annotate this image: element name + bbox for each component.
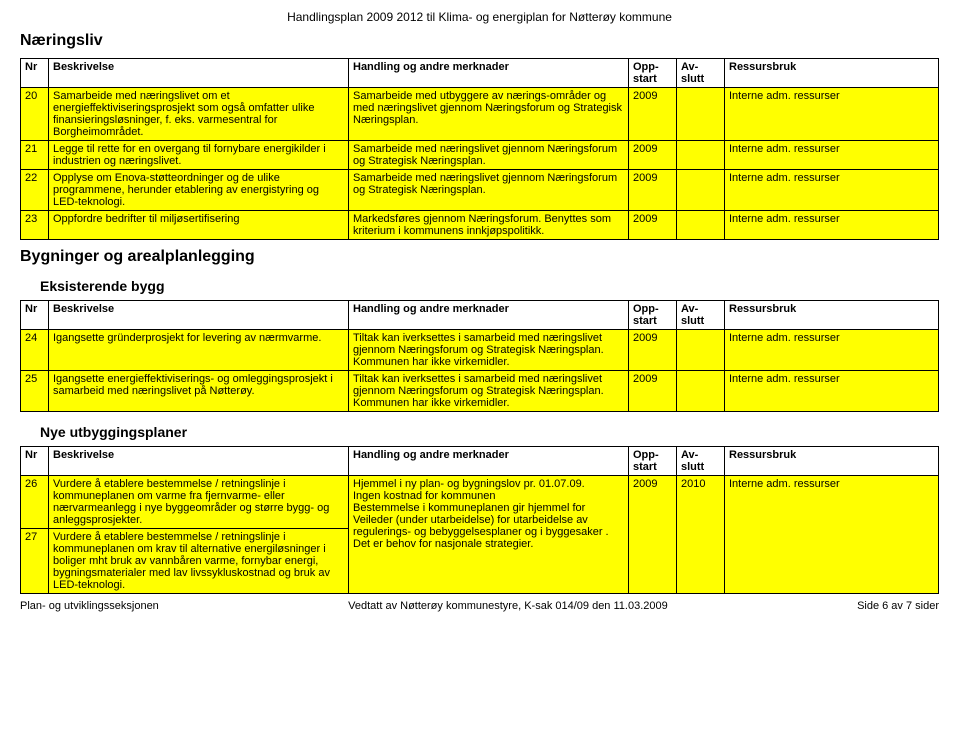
col-ressurs: Ressursbruk bbox=[725, 59, 939, 88]
table-cell: 2009 bbox=[629, 476, 677, 594]
table-cell: Interne adm. ressurser bbox=[725, 141, 939, 170]
table-naeringsliv: Nr Beskrivelse Handling og andre merknad… bbox=[20, 58, 939, 240]
table-cell: Samarbeide med næringslivet om et energi… bbox=[49, 88, 349, 141]
col-nr: Nr bbox=[21, 447, 49, 476]
table-cell: Vurdere å etablere bestemmelse / retning… bbox=[49, 476, 349, 529]
table-cell bbox=[677, 88, 725, 141]
table-eksisterende: Nr Beskrivelse Handling og andre merknad… bbox=[20, 300, 939, 412]
table-row: 23Oppfordre bedrifter til miljøsertifise… bbox=[21, 211, 939, 240]
table-cell: 20 bbox=[21, 88, 49, 141]
table-cell: 2009 bbox=[629, 371, 677, 412]
footer-center: Vedtatt av Nøtterøy kommunestyre, K-sak … bbox=[348, 600, 668, 612]
table-header-row: Nr Beskrivelse Handling og andre merknad… bbox=[21, 59, 939, 88]
col-besk: Beskrivelse bbox=[49, 301, 349, 330]
col-hand: Handling og andre merknader bbox=[349, 301, 629, 330]
table-cell: 2009 bbox=[629, 88, 677, 141]
table-cell: Interne adm. ressurser bbox=[725, 330, 939, 371]
table-cell bbox=[677, 141, 725, 170]
table-cell bbox=[677, 330, 725, 371]
table-cell: Interne adm. ressurser bbox=[725, 476, 939, 594]
table-nye: Nr Beskrivelse Handling og andre merknad… bbox=[20, 446, 939, 594]
table-cell: Samarbeide med utbyggere av nærings-områ… bbox=[349, 88, 629, 141]
table-cell: Oppfordre bedrifter til miljøsertifiseri… bbox=[49, 211, 349, 240]
table-cell: 26 bbox=[21, 476, 49, 529]
col-oppstart: Opp-start bbox=[629, 59, 677, 88]
table-cell: Legge til rette for en overgang til forn… bbox=[49, 141, 349, 170]
col-besk: Beskrivelse bbox=[49, 59, 349, 88]
table-cell: Samarbeide med næringslivet gjennom Næri… bbox=[349, 170, 629, 211]
table-cell: 2009 bbox=[629, 330, 677, 371]
col-ressurs: Ressursbruk bbox=[725, 447, 939, 476]
table-cell: Tiltak kan iverksettes i samarbeid med n… bbox=[349, 371, 629, 412]
col-oppstart: Opp-start bbox=[629, 447, 677, 476]
subsection-nye: Nye utbyggingsplaner bbox=[40, 424, 939, 440]
col-hand: Handling og andre merknader bbox=[349, 447, 629, 476]
table-cell: Interne adm. ressurser bbox=[725, 371, 939, 412]
table-cell: Markedsføres gjennom Næringsforum. Benyt… bbox=[349, 211, 629, 240]
table-row: 25Igangsette energieffektiviserings- og … bbox=[21, 371, 939, 412]
table-row: 26Vurdere å etablere bestemmelse / retni… bbox=[21, 476, 939, 529]
table-cell: 22 bbox=[21, 170, 49, 211]
table-cell: Hjemmel i ny plan- og bygningslov pr. 01… bbox=[349, 476, 629, 594]
table-cell: 21 bbox=[21, 141, 49, 170]
col-avslutt: Av-slutt bbox=[677, 59, 725, 88]
col-hand: Handling og andre merknader bbox=[349, 59, 629, 88]
table-cell: Interne adm. ressurser bbox=[725, 88, 939, 141]
table-cell: 2009 bbox=[629, 170, 677, 211]
subsection-eksisterende: Eksisterende bygg bbox=[40, 278, 939, 294]
table-cell bbox=[677, 211, 725, 240]
col-nr: Nr bbox=[21, 301, 49, 330]
col-nr: Nr bbox=[21, 59, 49, 88]
table-cell: Tiltak kan iverksettes i samarbeid med n… bbox=[349, 330, 629, 371]
table-cell: 2009 bbox=[629, 211, 677, 240]
table-cell: 25 bbox=[21, 371, 49, 412]
table-row: 20Samarbeide med næringslivet om et ener… bbox=[21, 88, 939, 141]
section-title-bygninger: Bygninger og arealplanlegging bbox=[20, 248, 939, 266]
col-ressurs: Ressursbruk bbox=[725, 301, 939, 330]
table-cell: Vurdere å etablere bestemmelse / retning… bbox=[49, 529, 349, 594]
table-cell: 23 bbox=[21, 211, 49, 240]
page-header: Handlingsplan 2009 2012 til Klima- og en… bbox=[20, 10, 939, 24]
footer-right: Side 6 av 7 sider bbox=[857, 600, 939, 612]
table-row: 24Igangsette gründerprosjekt for leverin… bbox=[21, 330, 939, 371]
table-cell: Opplyse om Enova-støtteordninger og de u… bbox=[49, 170, 349, 211]
col-avslutt: Av-slutt bbox=[677, 301, 725, 330]
col-besk: Beskrivelse bbox=[49, 447, 349, 476]
table-cell: 24 bbox=[21, 330, 49, 371]
table-header-row: Nr Beskrivelse Handling og andre merknad… bbox=[21, 301, 939, 330]
table-cell: Igangsette energieffektiviserings- og om… bbox=[49, 371, 349, 412]
page-footer: Plan- og utviklingsseksjonen Vedtatt av … bbox=[20, 600, 939, 612]
table-cell: Interne adm. ressurser bbox=[725, 170, 939, 211]
table-cell: Samarbeide med næringslivet gjennom Næri… bbox=[349, 141, 629, 170]
table-header-row: Nr Beskrivelse Handling og andre merknad… bbox=[21, 447, 939, 476]
table-cell bbox=[677, 371, 725, 412]
table-row: 22Opplyse om Enova-støtteordninger og de… bbox=[21, 170, 939, 211]
table-cell: Interne adm. ressurser bbox=[725, 211, 939, 240]
table-row: 21Legge til rette for en overgang til fo… bbox=[21, 141, 939, 170]
table-cell bbox=[677, 170, 725, 211]
table-cell: 2009 bbox=[629, 141, 677, 170]
table-cell: Igangsette gründerprosjekt for levering … bbox=[49, 330, 349, 371]
col-avslutt: Av-slutt bbox=[677, 447, 725, 476]
table-cell: 27 bbox=[21, 529, 49, 594]
col-oppstart: Opp-start bbox=[629, 301, 677, 330]
footer-left: Plan- og utviklingsseksjonen bbox=[20, 600, 159, 612]
section-title-naeringsliv: Næringsliv bbox=[20, 32, 939, 50]
table-cell: 2010 bbox=[677, 476, 725, 594]
